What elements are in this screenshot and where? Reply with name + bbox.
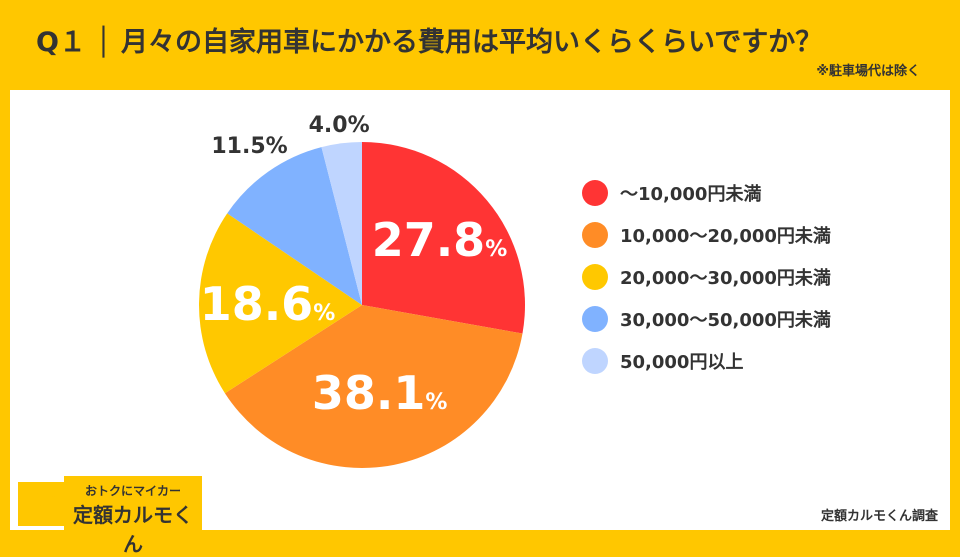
pie-slice — [227, 147, 362, 305]
legend-item: 30,000〜50,000円未満 — [582, 298, 831, 340]
pie-slice — [321, 142, 362, 305]
legend-swatch — [582, 348, 608, 374]
credit: 定額カルモくん調査 — [820, 509, 938, 524]
slice-label: 38.1% — [312, 366, 448, 420]
pie-slice — [362, 142, 525, 334]
legend-swatch — [582, 222, 608, 248]
legend-swatch — [582, 180, 608, 206]
slice-label: 11.5% — [211, 134, 287, 159]
slice-label: 18.6% — [200, 277, 336, 331]
slice-label: 27.8% — [372, 213, 508, 267]
legend-item: 50,000円以上 — [582, 340, 831, 382]
page-title: Q１ │ 月々の自家用車にかかる費用は平均いくらくらいですか？ — [36, 27, 823, 58]
legend-item: 20,000〜30,000円未満 — [582, 256, 831, 298]
legend: 〜10,000円未満 10,000〜20,000円未満 20,000〜30,000円… — [582, 172, 831, 382]
legend-label: 〜10,000円未満 — [620, 184, 762, 205]
legend-swatch — [582, 264, 608, 290]
pie-chart: 27.8% 38.1% 18.6% 11.5% 4.0% — [199, 113, 525, 468]
pie-slice — [224, 305, 523, 468]
legend-item: 〜10,000円未満 — [582, 172, 831, 214]
legend-item: 10,000〜20,000円未満 — [582, 214, 831, 256]
slice-label: 4.0% — [309, 113, 370, 138]
logo: カ おトクにマイカー 定額カルモくん — [12, 472, 202, 556]
legend-label: 50,000円以上 — [620, 352, 744, 373]
legend-swatch — [582, 306, 608, 332]
legend-label: 20,000〜30,000円未満 — [620, 268, 831, 289]
pie-slice — [199, 213, 362, 394]
legend-label: 30,000〜50,000円未満 — [620, 310, 831, 331]
legend-label: 10,000〜20,000円未満 — [620, 226, 831, 247]
note: ※駐車場代は除く — [816, 64, 920, 79]
logo-mark: カ — [16, 480, 66, 531]
